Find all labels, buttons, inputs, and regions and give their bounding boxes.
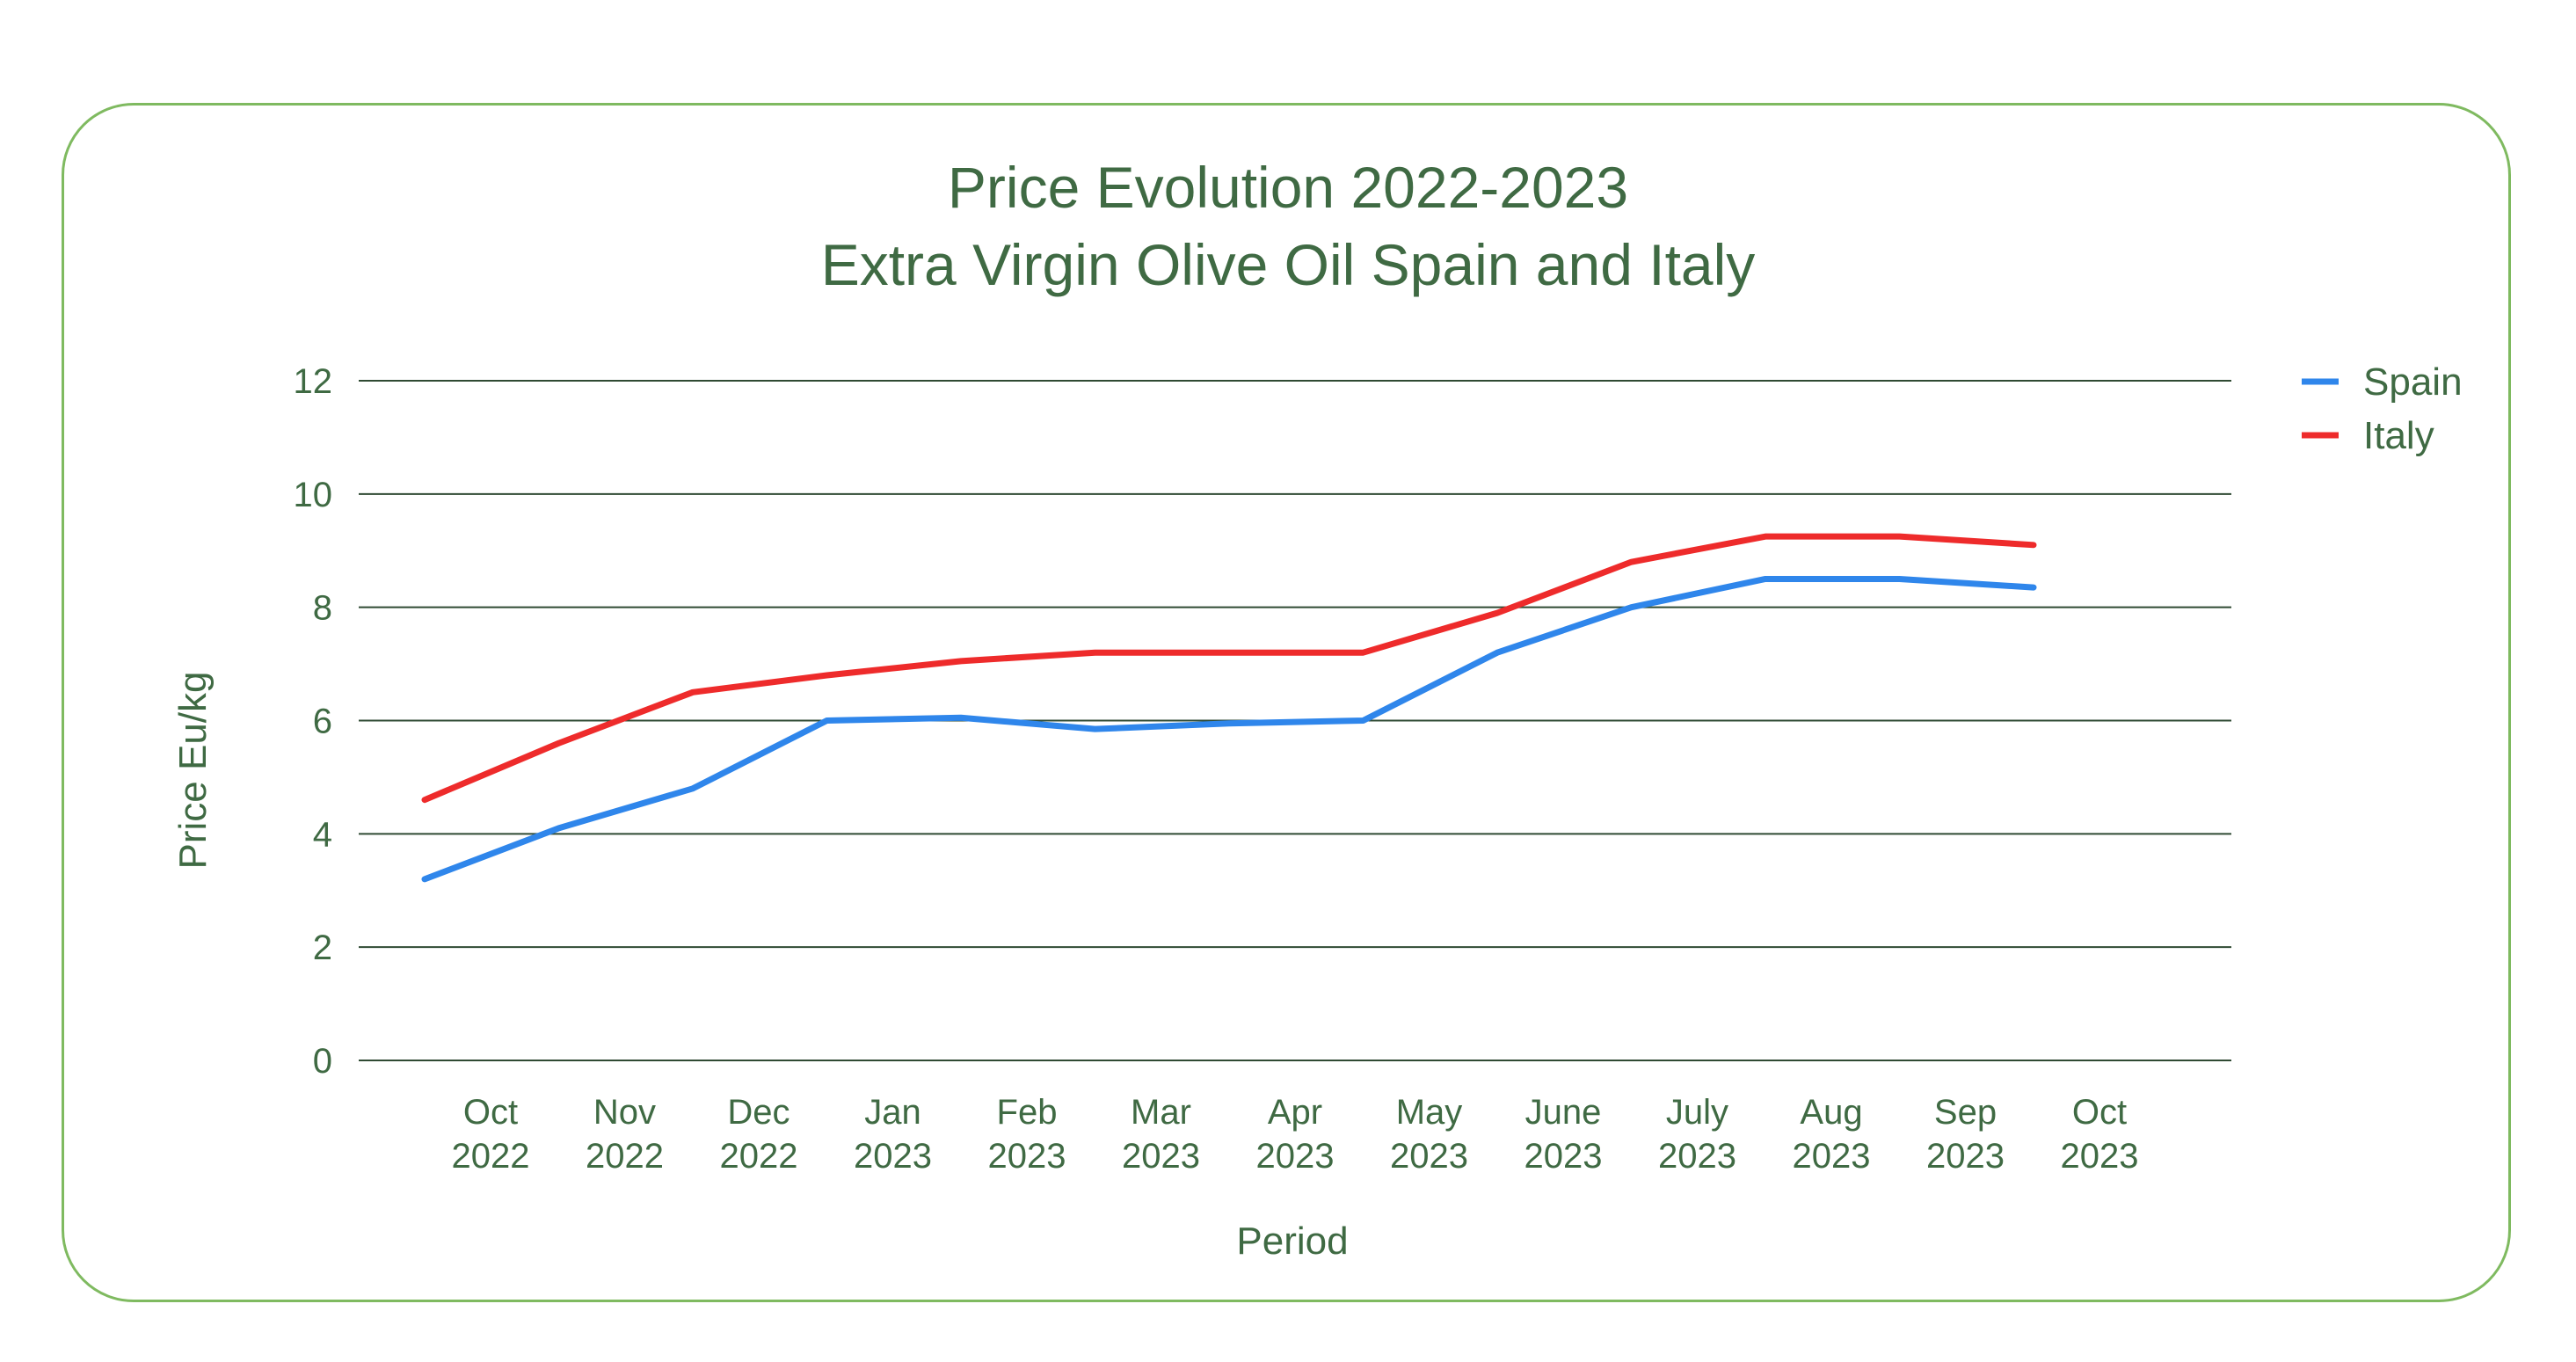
legend-label-italy: Italy: [2363, 414, 2434, 457]
y-tick-4: 4: [313, 815, 332, 854]
x-axis-title: Period: [1236, 1220, 1348, 1263]
x-tick-0: Oct 2022: [452, 1093, 530, 1176]
x-tick-10: Aug 2023: [1793, 1093, 1871, 1176]
y-tick-labels: 0 2 4 6 8 10 12: [294, 362, 333, 1081]
x-tick-1: Nov 2022: [586, 1093, 664, 1176]
series-spain-line: [421, 575, 2037, 883]
chart-title: Price Evolution 2022-2023: [947, 155, 1629, 220]
legend: Spain Italy: [2302, 361, 2463, 457]
y-tick-10: 10: [294, 476, 333, 514]
chart-subtitle: Extra Virgin Olive Oil Spain and Italy: [820, 232, 1756, 297]
y-axis-title: Price Eu/kg: [171, 672, 215, 870]
chart-card: [62, 103, 2511, 1302]
y-tick-8: 8: [313, 589, 332, 628]
x-tick-2: Dec 2022: [720, 1093, 798, 1176]
legend-label-spain: Spain: [2363, 361, 2463, 404]
x-tick-8: June 2023: [1524, 1093, 1603, 1176]
series-lines: [421, 533, 2037, 883]
x-tick-12: Oct 2023: [2061, 1093, 2139, 1176]
series-italy-line: [421, 533, 2037, 804]
x-tick-7: May 2023: [1390, 1093, 1468, 1176]
x-tick-9: July 2023: [1658, 1093, 1736, 1176]
x-tick-3: Jan 2023: [854, 1093, 932, 1176]
y-tick-2: 2: [313, 929, 332, 967]
y-tick-6: 6: [313, 703, 332, 741]
x-tick-6: Apr 2023: [1256, 1093, 1335, 1176]
x-tick-4: Feb 2023: [988, 1093, 1066, 1176]
x-tick-labels: Oct 2022 Nov 2022 Dec 2022 Jan 2023 Feb 2023 Mar 20…: [452, 1093, 2139, 1176]
y-tick-0: 0: [313, 1042, 332, 1081]
x-tick-5: Mar 2023: [1122, 1093, 1200, 1176]
x-tick-11: Sep 2023: [1926, 1093, 2005, 1176]
y-tick-12: 12: [294, 362, 333, 401]
